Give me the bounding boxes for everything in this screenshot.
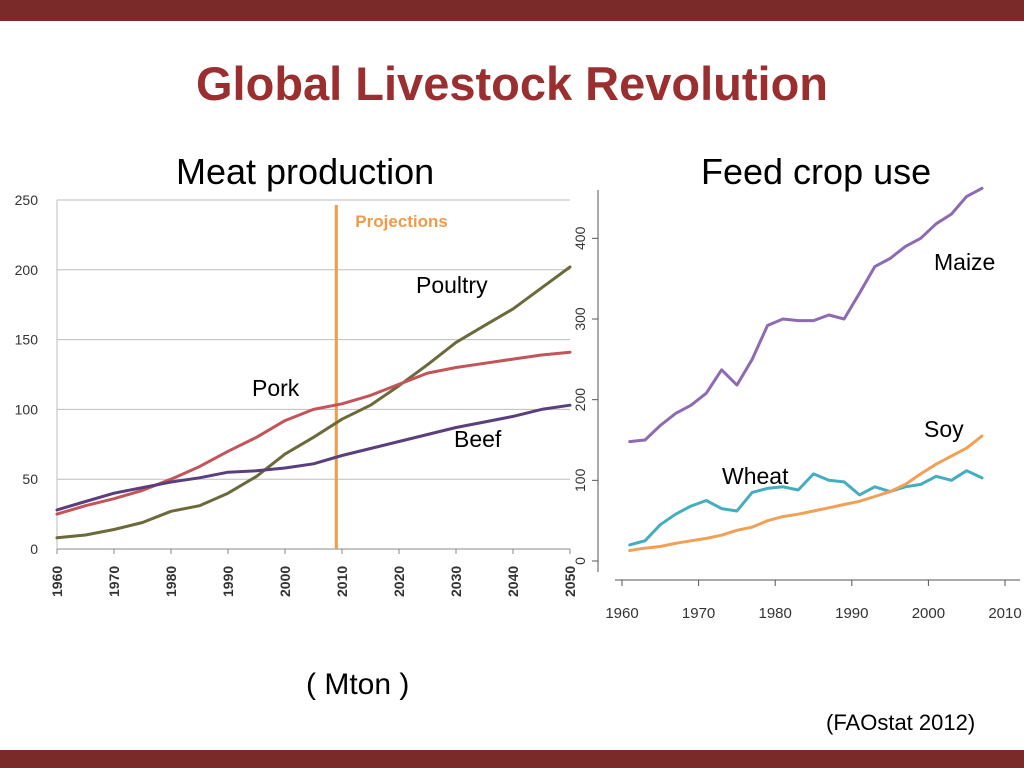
feed-crop-use-chart: 0 100 200 300 400 1960 1970 1980 1990 2000 2010 Mai… [572,186,1022,622]
series-line-beef [55,403,572,512]
y-tick-label: 100 [15,401,39,417]
series-line-wheat [628,469,984,547]
series-line-poultry [55,265,572,540]
series-line-soy [628,434,984,552]
x-tick-label: 1990 [220,566,236,597]
series-label-beef: Beef [454,426,502,452]
projection-label: Projections [355,212,448,231]
x-tick-label: 2010 [988,605,1021,622]
x-tick-label: 1970 [682,605,715,622]
y-tick-label: 50 [22,471,38,487]
feed-crop-use-subtitle: Feed crop use [701,151,932,192]
x-tick-label: 1970 [106,566,122,597]
series-label-wheat: Wheat [722,463,789,489]
x-tick-label: 2000 [912,605,945,622]
meat-production-subtitle: Meat production [176,151,435,192]
y-tick-label: 150 [15,332,39,348]
x-tick-label: 2010 [334,566,350,597]
y-tick-label: 400 [572,226,588,250]
slide-title: Global Livestock Revolution [196,57,828,110]
y-tick-label: 0 [572,557,588,565]
y-tick-label: 200 [15,262,39,278]
x-tick-label: 1980 [163,566,179,597]
x-tick-label: 1960 [605,605,638,622]
series-label-soy: Soy [924,416,964,442]
x-tick-label: 2000 [277,566,293,597]
meat-production-chart: 0 50 100 150 200 250 1960 1970 1980 1990 2000 2010 2… [15,192,578,597]
x-tick-label: 1990 [835,605,868,622]
x-tick-label: 2040 [505,566,521,597]
series-label-maize: Maize [934,249,995,275]
y-tick-label: 300 [572,307,588,331]
source-label: (FAOstat 2012) [826,710,976,735]
y-tick-label: 100 [572,468,588,492]
x-tick-label: 2020 [391,566,407,597]
series-label-poultry: Poultry [416,272,488,298]
bottom-band [0,750,1024,768]
y-tick-label: 250 [15,192,39,208]
series-label-pork: Pork [252,375,300,401]
series-line-maize [628,186,984,444]
series-line-pork [55,350,572,516]
top-band [0,0,1024,21]
unit-label: ( Mton ) [306,668,410,701]
y-tick-label: 200 [572,388,588,412]
y-tick-label: 0 [30,541,38,557]
x-tick-label: 2030 [448,566,464,597]
x-tick-label: 1980 [759,605,792,622]
x-tick-label: 1960 [49,566,65,597]
x-tick-label: 2050 [562,566,578,597]
